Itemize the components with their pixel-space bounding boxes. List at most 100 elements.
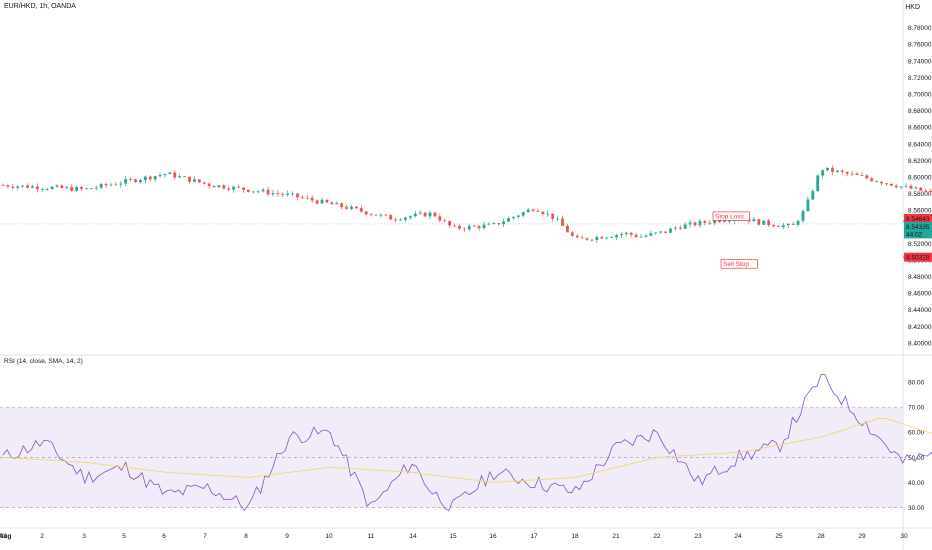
candle-body [492,223,496,224]
time-tick-label: 7 [203,533,207,540]
stop-loss-price-tag: 8.54643 [906,216,930,223]
candle-body [65,187,69,188]
candle-body [384,214,388,216]
candle-body [89,188,93,190]
candle-body [350,206,353,209]
candle-body [673,227,677,229]
candle-body [605,237,609,239]
candle-body [762,220,766,225]
stop-loss-label: Stop Loss [712,211,750,221]
candle-body [399,219,402,221]
candle-body [212,185,216,188]
candle-body [413,213,417,217]
candle-body [40,189,44,190]
candle-body [649,233,653,236]
candle-body [516,215,520,217]
candle-body [909,185,913,189]
currency-label: HKD [905,4,920,11]
candle-body [850,173,854,175]
candle-body [860,175,864,176]
sell-stop-label: Sell Stop [720,259,758,269]
candle-body [885,183,888,185]
candle-body [222,185,226,189]
candle-body [482,224,486,229]
rsi-tick-label: 60.00 [908,430,925,437]
candle-body [566,225,569,233]
candle-body [227,188,231,190]
candle-body [551,213,555,219]
candle-body [448,220,452,226]
candle-body [99,183,103,188]
candle-body [875,181,879,182]
candle-body [556,218,560,220]
candle-body [801,211,805,221]
candle-body [767,220,771,226]
candle-body [335,203,339,205]
candle-body [237,186,240,188]
time-tick-label: 18 [571,533,579,540]
candle-body [286,193,290,195]
candle-body [919,187,923,191]
candle-body [796,220,800,225]
candle-body [354,206,358,209]
price-tick-label: 8.46000 [908,291,932,298]
symbol-title: EUR/HKD, 1h, OANDA [4,3,76,10]
candle-body [811,191,815,200]
time-tick-label: 2 [40,533,44,540]
price-tick-label: 8.58000 [908,191,932,198]
price-tick-label: 8.44000 [908,307,932,314]
price-tick-label: 8.66000 [908,125,932,132]
candle-body [148,176,152,180]
candle-body [183,176,186,178]
candle-body [772,225,775,227]
candle-body [340,203,344,208]
price-tick-label: 8.64000 [908,141,932,148]
candle-body [870,178,874,182]
sell-stop-price-tag-bg [904,252,932,262]
candle-body [723,221,726,222]
candle-body [806,199,810,212]
stop-loss-label-box [712,211,750,221]
price-tick-label: 8.72000 [908,75,932,82]
candle-body [379,214,383,216]
time-tick-label: 21 [612,533,620,540]
candle-body [708,222,712,224]
candle-body [477,226,481,229]
candle-body [114,184,118,186]
price-tick-label: 8.62000 [908,158,932,165]
candle-body [620,234,623,235]
candle-body [865,175,869,179]
candle-body [251,191,255,193]
candle-body [561,218,564,226]
candle-body [718,220,721,222]
candle-body [247,189,250,192]
candle-body [610,237,613,238]
candle-body [178,176,182,178]
time-tick-label: 9 [285,533,289,540]
candle-body [21,185,25,187]
countdown-tag-bg [904,229,932,239]
candle-body [305,197,309,199]
candle-body [654,232,658,234]
candle-body [507,218,510,222]
candle-body [693,222,697,226]
candle-body [1,185,5,187]
candle-body [669,228,672,233]
candle-body [374,214,378,216]
candle-body [389,215,393,220]
candle-body [60,185,64,188]
sell-stop-price-tag: 8.50328 [906,255,930,262]
candle-body [487,223,491,225]
rsi-line [2,374,932,511]
candle-body [703,221,707,223]
time-tick-label: 11 [368,533,375,540]
candle-body [26,185,29,188]
candle-body [855,173,859,176]
candle-body [345,207,348,209]
price-tick-label: 8.52000 [908,241,932,248]
candle-body [659,231,663,233]
time-tick-label: 16 [489,533,497,540]
price-tick-label: 8.74000 [908,58,932,65]
candle-body [821,170,825,176]
candle-body [894,185,898,188]
